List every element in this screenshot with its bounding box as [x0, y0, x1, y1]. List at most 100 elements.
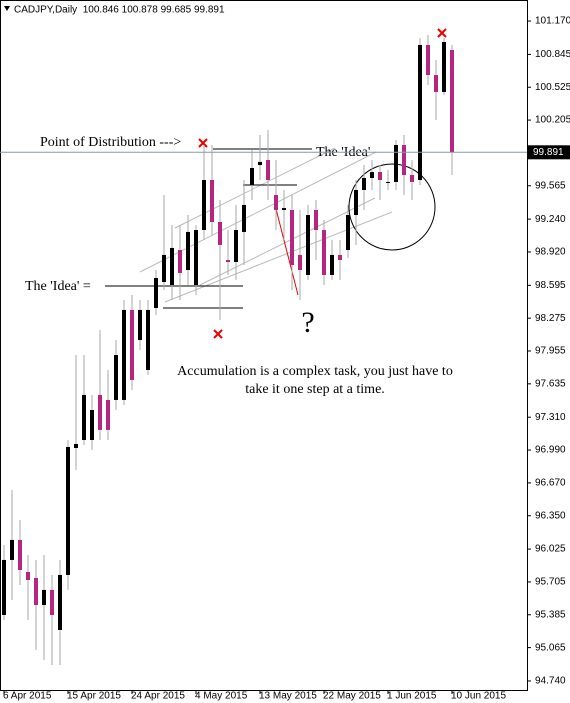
candle-body: [98, 394, 102, 430]
trend-line: [199, 197, 376, 286]
y-tick-label: 94.740: [535, 676, 566, 687]
candle-body: [378, 172, 382, 181]
candle-body: [322, 230, 326, 275]
y-tick-label: 100.205: [535, 115, 570, 126]
candle-body: [210, 180, 214, 222]
candle-body: [122, 309, 126, 400]
candle-body: [2, 559, 6, 615]
price-label-box: [528, 145, 570, 160]
y-tick-label: 95.385: [535, 609, 566, 620]
y-tick-label: 96.670: [535, 478, 566, 489]
candle-body: [442, 41, 446, 92]
candle-body: [178, 250, 182, 274]
y-tick-label: 99.565: [535, 180, 566, 191]
y-tick-label: 101.170: [535, 16, 570, 27]
candle-body: [10, 539, 14, 560]
candle-body: [450, 49, 454, 153]
x-tick-label: 22 May 2015: [323, 691, 381, 702]
annotation: take it one step at a time.: [245, 382, 385, 397]
plot-frame: [0, 0, 528, 691]
candle-body: [338, 254, 342, 260]
y-tick-label: 99.240: [535, 214, 566, 225]
candle-body: [418, 44, 422, 181]
y-tick-label: 98.275: [535, 313, 566, 324]
candle-body: [154, 278, 158, 309]
candle-body: [82, 394, 86, 440]
annotation: The 'Idea' =: [25, 279, 91, 294]
y-tick-label: 98.920: [535, 247, 566, 258]
candle-body: [202, 180, 206, 230]
candle-body: [226, 259, 230, 263]
candle-body: [50, 589, 54, 615]
candle-body: [394, 145, 398, 182]
candle-body: [410, 174, 414, 182]
y-tick-label: 96.025: [535, 544, 566, 555]
y-tick-label: 96.350: [535, 510, 566, 521]
candle-body: [114, 355, 118, 400]
candle-body: [434, 75, 438, 92]
price-label: 99.891: [533, 147, 564, 158]
candle-body: [370, 172, 374, 178]
candle-body: [42, 589, 46, 606]
x-tick-label: 13 May 2015: [259, 691, 317, 702]
candle-body: [138, 309, 142, 341]
candle-body: [330, 254, 334, 275]
symbol-header: CADJPY,Daily 100.846 100.878 99.685 99.8…: [14, 5, 225, 16]
candle-body: [346, 215, 350, 251]
candle-body: [170, 247, 174, 286]
candle-body: [282, 208, 286, 210]
candle-body: [314, 209, 318, 230]
x-marker: [198, 138, 208, 148]
candle-body: [298, 254, 302, 271]
candle-body: [306, 215, 310, 275]
y-tick-label: 97.955: [535, 346, 566, 357]
x-marker: [437, 28, 447, 38]
menu-icon: [4, 6, 10, 11]
x-tick-label: 1 Jun 2015: [387, 691, 437, 702]
candle-body: [194, 230, 198, 286]
candle-body: [290, 209, 294, 265]
circle: [348, 163, 436, 251]
candle-body: [74, 443, 78, 448]
red-line: [274, 204, 299, 296]
y-tick-label: 96.990: [535, 445, 566, 456]
candle-body: [354, 189, 358, 216]
candle-body: [162, 254, 166, 283]
y-tick-label: 100.525: [535, 82, 570, 93]
candle-body: [266, 160, 270, 181]
y-tick-label: 97.310: [535, 412, 566, 423]
x-markers: [198, 28, 447, 339]
candle-body: [386, 181, 390, 183]
candle-body: [234, 230, 238, 263]
x-tick-label: 6 Apr 2015: [3, 691, 52, 702]
y-tick-label: 97.635: [535, 378, 566, 389]
candle-body: [66, 446, 70, 575]
y-tick-label: 100.845: [535, 49, 570, 60]
x-tick-label: 4 May 2015: [195, 691, 248, 702]
candle-body: [250, 168, 254, 185]
trend-line: [174, 147, 336, 229]
annotation: ?: [301, 306, 314, 339]
x-tick-label: 15 Apr 2015: [67, 691, 121, 702]
candle-body: [58, 574, 62, 630]
candle-body: [218, 221, 222, 245]
x-tick-label: 24 Apr 2015: [131, 691, 185, 702]
candle-body: [34, 577, 38, 606]
annotation: Accumulation is a complex task, you just…: [177, 364, 453, 379]
candle-body: [90, 410, 94, 440]
y-tick-label: 98.595: [535, 280, 566, 291]
candle-body: [130, 309, 134, 380]
candle-body: [26, 571, 30, 580]
candle-body: [18, 539, 22, 571]
candle-body: [186, 231, 190, 271]
candle-body: [258, 161, 262, 166]
x-tick-label: 10 Jun 2015: [451, 691, 506, 702]
candle-body: [402, 145, 406, 175]
candle-body: [106, 399, 110, 430]
candle-body: [274, 195, 278, 210]
x-marker: [213, 329, 223, 339]
y-tick-label: 95.705: [535, 577, 566, 588]
candle-body: [242, 204, 246, 232]
